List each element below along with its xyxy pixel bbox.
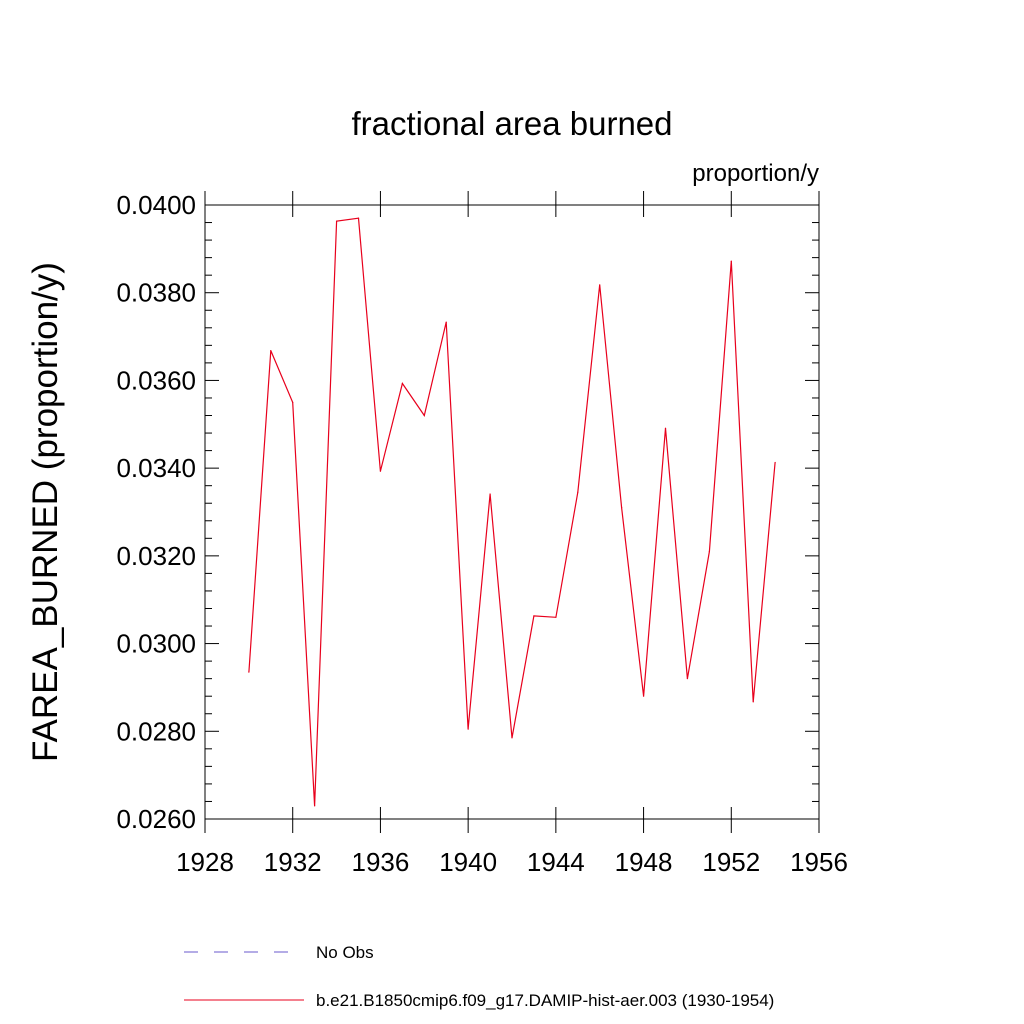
- units-label: proportion/y: [692, 160, 819, 187]
- data-point: [270, 350, 272, 352]
- data-point: [621, 507, 623, 509]
- legend: No Obs b.e21.B1850cmip6.f09_g17.DAMIP-his…: [184, 943, 774, 1010]
- x-tick-label: 1932: [264, 847, 322, 877]
- legend-label: b.e21.B1850cmip6.f09_g17.DAMIP-hist-aer.…: [316, 991, 774, 1010]
- chart-title: fractional area burned: [351, 105, 672, 142]
- x-tick-label: 1928: [176, 847, 234, 877]
- series-layer: [248, 217, 776, 807]
- data-point: [664, 427, 667, 429]
- data-point: [248, 671, 250, 673]
- data-point: [357, 217, 360, 219]
- y-tick-label: 0.0400: [116, 190, 196, 220]
- data-point: [752, 701, 754, 703]
- data-point: [467, 728, 469, 730]
- data-point: [686, 678, 689, 680]
- data-point: [379, 470, 382, 472]
- y-axis-label: FAREA_BURNED (proportion/y): [26, 262, 65, 762]
- data-point: [489, 493, 491, 495]
- data-point: [533, 615, 535, 617]
- x-tick-label: 1952: [702, 847, 760, 877]
- y-tick-label: 0.0320: [116, 541, 196, 571]
- y-tick-label: 0.0340: [116, 453, 196, 483]
- data-point: [335, 220, 338, 222]
- data-point: [292, 401, 294, 403]
- data-point: [708, 550, 710, 553]
- y-tick-label: 0.0280: [116, 716, 196, 746]
- y-tick-label: 0.0260: [116, 804, 196, 834]
- data-point: [314, 805, 316, 807]
- y-tick-label: 0.0300: [116, 629, 196, 659]
- x-tick-label: 1948: [615, 847, 673, 877]
- data-point: [577, 491, 579, 493]
- x-tick-label: 1956: [790, 847, 848, 877]
- data-point: [445, 321, 447, 323]
- data-point: [401, 382, 403, 385]
- data-point: [423, 414, 425, 417]
- data-point: [730, 260, 732, 262]
- plot-frame: [204, 204, 820, 820]
- y-tick-label: 0.0360: [116, 365, 196, 395]
- legend-label: No Obs: [316, 943, 374, 962]
- data-point: [774, 461, 776, 464]
- data-point: [642, 695, 645, 697]
- x-tick-label: 1944: [527, 847, 585, 877]
- x-tick-label: 1940: [439, 847, 497, 877]
- data-point: [599, 284, 601, 286]
- data-point: [555, 616, 557, 618]
- series-line: [248, 217, 776, 806]
- axis-ticks: 1928 1932 1936 1940 1944 1948 1952 1956 0.0260 0.…: [116, 190, 847, 877]
- y-tick-label: 0.0380: [116, 278, 196, 308]
- x-tick-label: 1936: [352, 847, 410, 877]
- data-point: [511, 737, 513, 739]
